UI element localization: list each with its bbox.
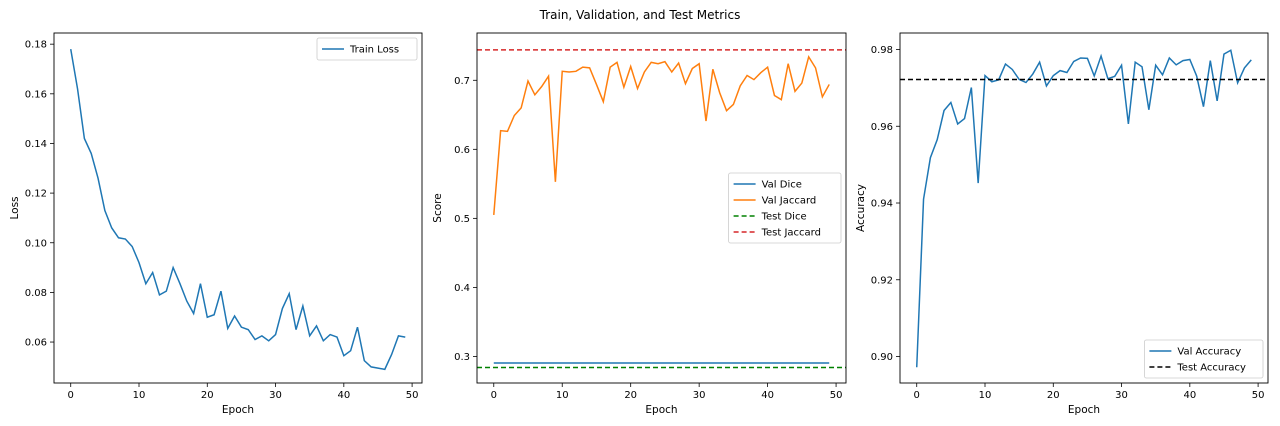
- legend-label: Train Loss: [349, 45, 399, 56]
- axes-frame: [899, 32, 1269, 384]
- y-tick-label: 0.94: [871, 199, 893, 210]
- x-tick-label: 10: [556, 390, 569, 401]
- y-tick-label: 0.12: [25, 189, 47, 200]
- x-tick-label: 40: [1183, 390, 1196, 401]
- y-tick-label: 0.90: [871, 352, 893, 363]
- y-tick-label: 0.3: [454, 352, 470, 363]
- y-tick-label: 0.14: [25, 139, 47, 150]
- series-line-val-accuracy: [915, 49, 1252, 368]
- x-tick-label: 40: [337, 390, 350, 401]
- y-tick-label: 0.5: [454, 214, 470, 225]
- x-tick-label: 50: [1252, 390, 1265, 401]
- y-tick-label: 0.08: [25, 288, 47, 299]
- y-tick-label: 0.7: [454, 76, 470, 87]
- x-tick-label: 50: [830, 390, 843, 401]
- y-tick-label: 0.92: [871, 275, 893, 286]
- legend: Train Loss: [316, 37, 418, 61]
- legend-label: Test Dice: [761, 212, 807, 223]
- x-tick-label: 0: [491, 390, 497, 401]
- y-axis-label: Loss: [9, 196, 21, 219]
- y-tick-label: 0.4: [454, 283, 470, 294]
- y-tick-label: 0.06: [25, 338, 47, 349]
- legend: Val Dice Val Jaccard Test Dice Test Jaccard: [728, 172, 842, 244]
- y-tick-label: 0.6: [454, 145, 470, 156]
- x-tick-label: 0: [68, 390, 74, 401]
- figure-title: Train, Validation, and Test Metrics: [539, 8, 741, 22]
- y-tick-label: 0.98: [871, 45, 893, 56]
- legend-frame: [316, 37, 418, 61]
- legend-frame: [1144, 339, 1264, 379]
- x-tick-label: 10: [133, 390, 146, 401]
- y-tick-label: 0.16: [25, 89, 47, 100]
- loss-subplot: 0 10 20 30 40 50 0.06 0.08 0.10 0.12 0.14 0.16 0.18 E…: [9, 32, 423, 416]
- legend-label: Val Jaccard: [762, 196, 817, 207]
- x-tick-label: 0: [914, 390, 920, 401]
- x-tick-label: 10: [979, 390, 992, 401]
- x-axis-label: Epoch: [1068, 404, 1100, 416]
- x-tick-label: 50: [406, 390, 419, 401]
- x-tick-label: 30: [693, 390, 706, 401]
- x-tick-label: 30: [1115, 390, 1128, 401]
- series-line-train-loss: [69, 49, 406, 371]
- accuracy-subplot: 0 10 20 30 40 50 0.90 0.92 0.94 0.96 0.98 Epoch Accu…: [855, 32, 1269, 416]
- y-axis-label: Accuracy: [855, 184, 867, 232]
- axes-frame: [53, 32, 423, 384]
- legend-label: Test Jaccard: [761, 228, 821, 239]
- x-tick-label: 30: [269, 390, 282, 401]
- legend-label: Val Dice: [762, 180, 802, 191]
- legend: Val Accuracy Test Accuracy: [1144, 339, 1264, 379]
- x-tick-label: 20: [1047, 390, 1060, 401]
- legend-label: Val Accuracy: [1177, 347, 1241, 358]
- x-axis-label: Epoch: [645, 404, 677, 416]
- axes-frame: [476, 32, 847, 384]
- y-axis-label: Score: [432, 193, 444, 222]
- series-line-val-jaccard: [493, 54, 830, 215]
- legend-label: Test Accuracy: [1176, 363, 1246, 374]
- y-tick-label: 0.10: [25, 238, 47, 249]
- x-tick-label: 20: [201, 390, 214, 401]
- x-tick-label: 20: [624, 390, 637, 401]
- legend-frame: [728, 172, 842, 244]
- y-tick-label: 0.96: [871, 122, 893, 133]
- score-subplot: 0 10 20 30 40 50 0.3 0.4 0.5 0.6 0.7 Epoch Score Val …: [432, 32, 847, 416]
- x-axis-label: Epoch: [222, 404, 254, 416]
- x-tick-label: 40: [761, 390, 774, 401]
- y-tick-label: 0.18: [25, 40, 47, 51]
